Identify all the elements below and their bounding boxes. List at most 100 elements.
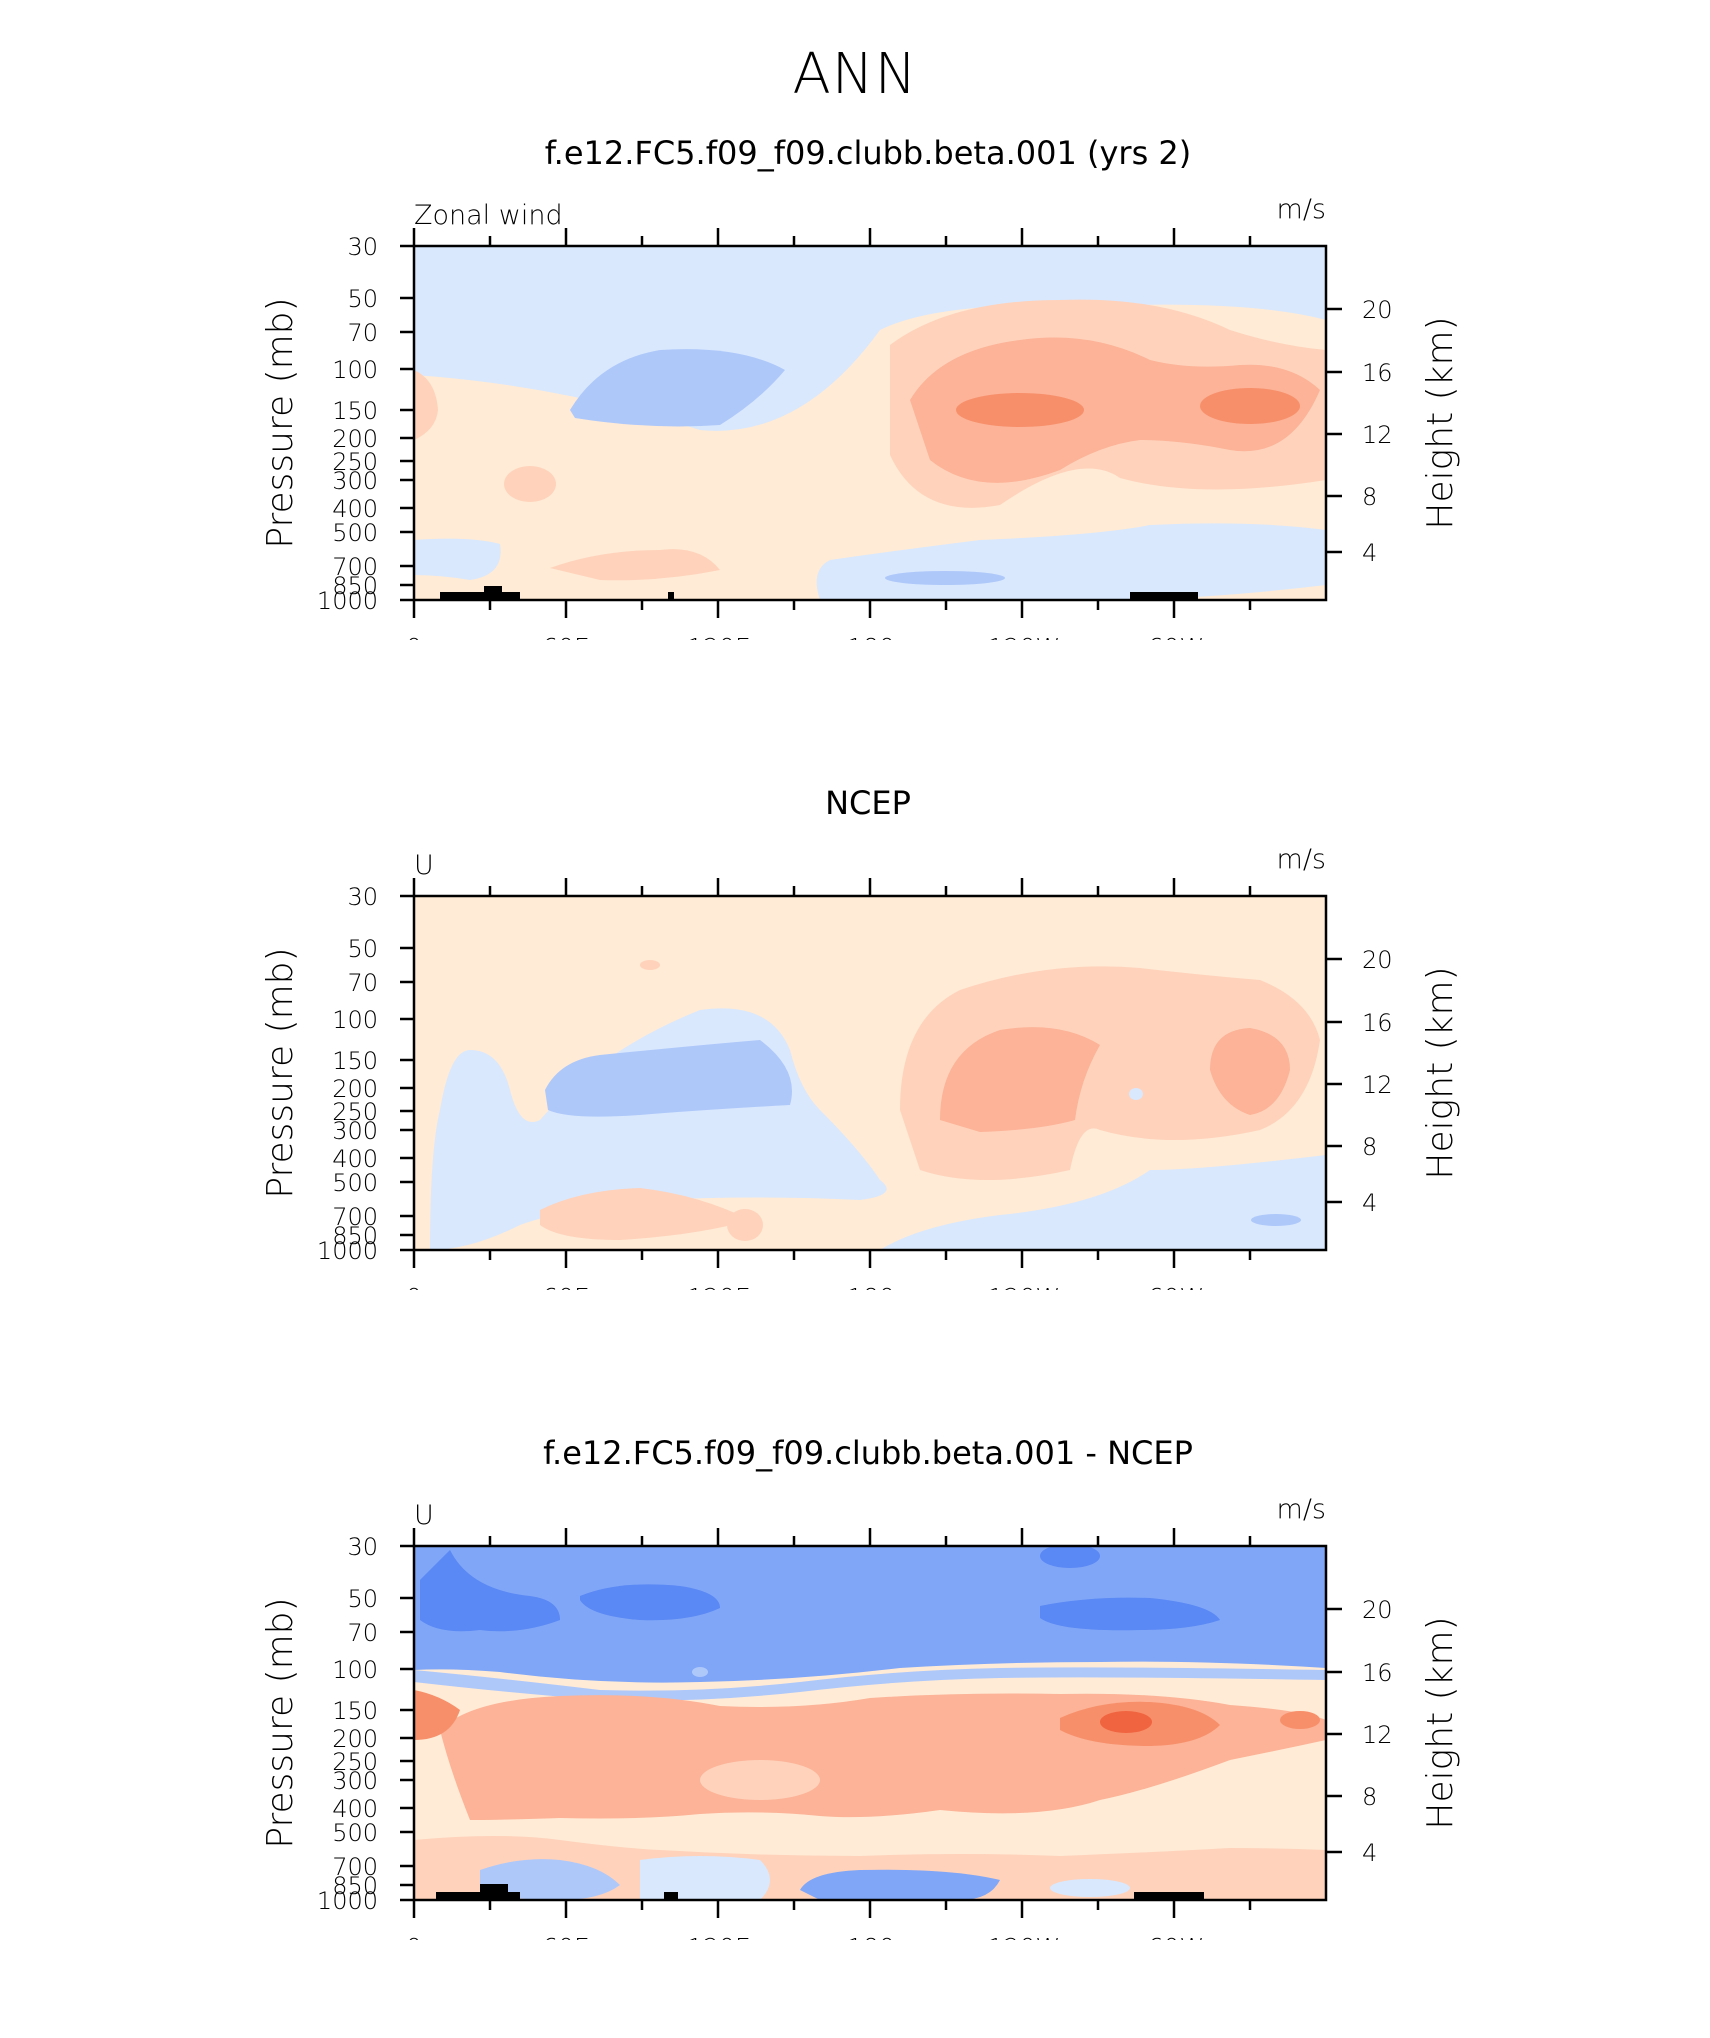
km-tick-label: 4 xyxy=(1362,1189,1377,1217)
y-tick-label: 30 xyxy=(347,883,378,911)
y-axis-label-right: Height (km) xyxy=(1420,316,1461,529)
x-tick-label: 180 xyxy=(847,1283,895,1290)
y-tick-label: 700 xyxy=(332,553,378,581)
km-tick-label: 16 xyxy=(1362,359,1393,387)
x-tick-label: 0 xyxy=(406,1283,422,1290)
y-tick-label: 70 xyxy=(347,319,378,347)
y-tick-label: 70 xyxy=(347,1619,378,1647)
y-tick-label: 500 xyxy=(332,1819,378,1847)
y-tick-label: 150 xyxy=(332,1697,378,1725)
topography-mask xyxy=(484,586,502,592)
x-tick-label: 60E xyxy=(542,1283,590,1290)
x-tick-label: 0 xyxy=(406,1933,422,1940)
x-tick-label: 60W xyxy=(1148,1283,1205,1290)
x-tick-label: 60E xyxy=(542,633,590,640)
variable-label: U xyxy=(414,1500,434,1531)
y-tick-label: 100 xyxy=(332,1656,378,1684)
y-tick-label: 400 xyxy=(332,495,378,523)
contour-region-1 xyxy=(414,1546,1326,1683)
y-tick-label: 250 xyxy=(332,448,378,476)
contour-region-17 xyxy=(700,1760,820,1800)
y-axis-label: Pressure (mb) xyxy=(260,947,301,1198)
y-tick-label: 100 xyxy=(332,1006,378,1034)
x-tick-label: 120W xyxy=(988,633,1060,640)
y-tick-label: 200 xyxy=(332,425,378,453)
topography-mask xyxy=(436,1892,520,1900)
topography-mask xyxy=(1134,1892,1204,1900)
contour-region-10 xyxy=(1129,1088,1143,1100)
x-tick-label: 120E xyxy=(687,633,751,640)
y-tick-label: 500 xyxy=(332,519,378,547)
variable-label: U xyxy=(414,850,434,881)
panel-title: NCEP xyxy=(825,784,911,822)
y-tick-label: 1000 xyxy=(317,587,378,615)
y-axis-label: Pressure (mb) xyxy=(260,297,301,548)
km-tick-label: 20 xyxy=(1362,296,1393,324)
contour-region-8 xyxy=(885,571,1005,585)
y-tick-label: 1000 xyxy=(317,1237,378,1265)
variable-label: Zonal wind xyxy=(414,200,563,231)
contour-region-4 xyxy=(956,393,1084,427)
y-tick-label: 50 xyxy=(347,935,378,963)
y-tick-label: 100 xyxy=(332,356,378,384)
contour-field xyxy=(414,246,1326,600)
km-tick-label: 20 xyxy=(1362,946,1393,974)
x-tick-label: 120W xyxy=(988,1933,1060,1940)
km-tick-label: 12 xyxy=(1362,1721,1393,1749)
contour-region-9 xyxy=(1100,1711,1152,1733)
y-tick-label: 400 xyxy=(332,1795,378,1823)
x-tick-label: 60W xyxy=(1148,1933,1205,1940)
km-tick-label: 8 xyxy=(1362,483,1377,511)
x-tick-label: 120W xyxy=(988,1283,1060,1290)
y-tick-label: 300 xyxy=(332,1117,378,1145)
y-tick-label: 250 xyxy=(332,1098,378,1126)
y-tick-label: 30 xyxy=(347,233,378,261)
y-axis-label-right: Height (km) xyxy=(1420,1616,1461,1829)
topography-mask xyxy=(668,592,674,600)
contour-region-14 xyxy=(640,1856,770,1900)
km-tick-label: 4 xyxy=(1362,539,1377,567)
y-tick-label: 1000 xyxy=(317,1887,378,1915)
y-axis-label-right: Height (km) xyxy=(1420,966,1461,1179)
x-tick-label: 180 xyxy=(847,1933,895,1940)
y-tick-label: 300 xyxy=(332,467,378,495)
y-tick-label: 250 xyxy=(332,1748,378,1776)
y-tick-label: 850 xyxy=(332,1872,378,1900)
y-tick-label: 70 xyxy=(347,969,378,997)
y-tick-label: 150 xyxy=(332,397,378,425)
contour-region-4 xyxy=(580,1584,720,1621)
y-tick-label: 400 xyxy=(332,1145,378,1173)
km-tick-label: 20 xyxy=(1362,1596,1393,1624)
x-tick-label: 60E xyxy=(542,1933,590,1940)
contour-region-6 xyxy=(570,349,785,427)
page-title: ANN xyxy=(792,42,918,107)
topography-mask xyxy=(480,1884,508,1892)
contour-region-3 xyxy=(545,1040,792,1117)
units-label: m/s xyxy=(1277,194,1326,225)
contour-region-5 xyxy=(940,1027,1100,1132)
contour-region-6 xyxy=(1040,1546,1100,1568)
contour-region-13 xyxy=(480,1859,620,1900)
y-tick-label: 30 xyxy=(347,1533,378,1561)
contour-region-18 xyxy=(692,1667,708,1677)
contour-region-11 xyxy=(1251,1214,1301,1226)
y-tick-label: 150 xyxy=(332,1047,378,1075)
contour-region-3 xyxy=(420,1550,560,1632)
contour-region-5 xyxy=(1200,388,1300,424)
contour-region-11 xyxy=(414,538,501,580)
km-tick-label: 8 xyxy=(1362,1133,1377,1161)
contour-region-12 xyxy=(414,370,438,440)
units-label: m/s xyxy=(1277,1494,1326,1525)
contour-region-2 xyxy=(414,1667,1326,1701)
contour-region-3 xyxy=(910,337,1320,483)
y-tick-label: 500 xyxy=(332,1169,378,1197)
x-tick-label: 120E xyxy=(687,1283,751,1290)
y-tick-label: 200 xyxy=(332,1725,378,1753)
contour-panel-3: f.e12.FC5.f09_f09.clubb.beta.001 - NCEP U… xyxy=(260,1434,1461,1940)
contour-region-5 xyxy=(1040,1597,1220,1631)
panel-title: f.e12.FC5.f09_f09.clubb.beta.001 (yrs 2) xyxy=(545,134,1192,172)
panel-title: f.e12.FC5.f09_f09.clubb.beta.001 - NCEP xyxy=(543,1434,1193,1472)
x-tick-label: 60W xyxy=(1148,633,1205,640)
units-label: m/s xyxy=(1277,844,1326,875)
